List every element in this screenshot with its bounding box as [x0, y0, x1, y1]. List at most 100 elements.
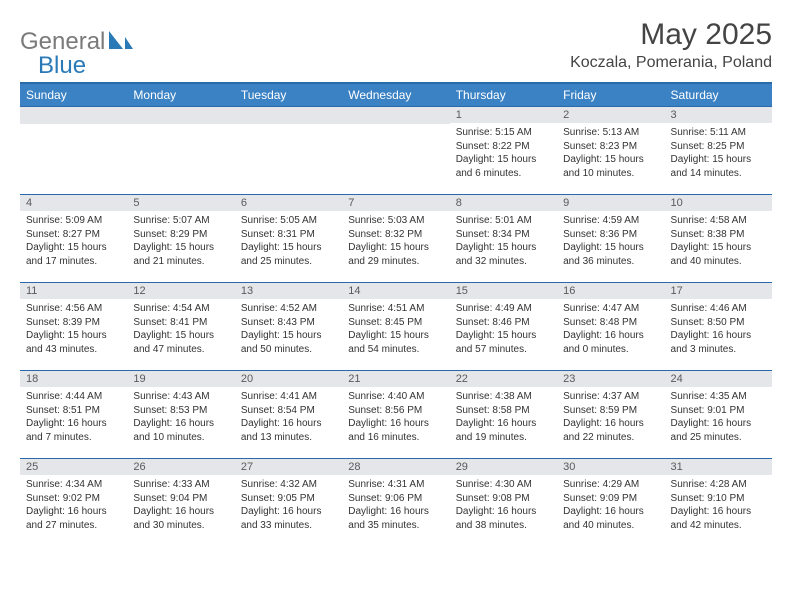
sunset-line: Sunset: 8:48 PM [563, 316, 658, 330]
empty-day-bar [20, 107, 127, 124]
daylight-line: Daylight: 16 hours and 25 minutes. [671, 417, 766, 444]
day-details: Sunrise: 5:09 AMSunset: 8:27 PMDaylight:… [20, 211, 127, 272]
day-number: 7 [342, 195, 449, 211]
daylight-line: Daylight: 16 hours and 22 minutes. [563, 417, 658, 444]
sunset-line: Sunset: 8:29 PM [133, 228, 228, 242]
day-number: 3 [665, 107, 772, 123]
day-number: 5 [127, 195, 234, 211]
calendar-day-cell [342, 107, 449, 195]
daylight-line: Daylight: 16 hours and 19 minutes. [456, 417, 551, 444]
day-number: 31 [665, 459, 772, 475]
sunset-line: Sunset: 8:53 PM [133, 404, 228, 418]
sunrise-line: Sunrise: 4:30 AM [456, 478, 551, 492]
sunrise-line: Sunrise: 5:15 AM [456, 126, 551, 140]
sunrise-line: Sunrise: 4:40 AM [348, 390, 443, 404]
daylight-line: Daylight: 16 hours and 30 minutes. [133, 505, 228, 532]
sunrise-line: Sunrise: 4:38 AM [456, 390, 551, 404]
empty-day-bar [235, 107, 342, 124]
calendar-day-cell: 17Sunrise: 4:46 AMSunset: 8:50 PMDayligh… [665, 283, 772, 371]
calendar-day-cell: 19Sunrise: 4:43 AMSunset: 8:53 PMDayligh… [127, 371, 234, 459]
calendar-day-cell: 4Sunrise: 5:09 AMSunset: 8:27 PMDaylight… [20, 195, 127, 283]
day-number: 30 [557, 459, 664, 475]
calendar-week-row: 11Sunrise: 4:56 AMSunset: 8:39 PMDayligh… [20, 283, 772, 371]
daylight-line: Daylight: 16 hours and 10 minutes. [133, 417, 228, 444]
day-details: Sunrise: 4:54 AMSunset: 8:41 PMDaylight:… [127, 299, 234, 360]
day-details: Sunrise: 5:07 AMSunset: 8:29 PMDaylight:… [127, 211, 234, 272]
day-number: 16 [557, 283, 664, 299]
daylight-line: Daylight: 15 hours and 36 minutes. [563, 241, 658, 268]
sunrise-line: Sunrise: 4:32 AM [241, 478, 336, 492]
calendar-day-cell: 9Sunrise: 4:59 AMSunset: 8:36 PMDaylight… [557, 195, 664, 283]
day-number: 18 [20, 371, 127, 387]
sunrise-line: Sunrise: 4:59 AM [563, 214, 658, 228]
sunrise-line: Sunrise: 4:29 AM [563, 478, 658, 492]
calendar-day-cell: 6Sunrise: 5:05 AMSunset: 8:31 PMDaylight… [235, 195, 342, 283]
calendar-day-cell: 24Sunrise: 4:35 AMSunset: 9:01 PMDayligh… [665, 371, 772, 459]
weekday-header: Friday [557, 83, 664, 107]
day-number: 24 [665, 371, 772, 387]
calendar-day-cell: 28Sunrise: 4:31 AMSunset: 9:06 PMDayligh… [342, 459, 449, 547]
calendar-day-cell: 16Sunrise: 4:47 AMSunset: 8:48 PMDayligh… [557, 283, 664, 371]
sunrise-line: Sunrise: 4:46 AM [671, 302, 766, 316]
calendar-day-cell: 29Sunrise: 4:30 AMSunset: 9:08 PMDayligh… [450, 459, 557, 547]
daylight-line: Daylight: 15 hours and 57 minutes. [456, 329, 551, 356]
weekday-header: Thursday [450, 83, 557, 107]
daylight-line: Daylight: 16 hours and 33 minutes. [241, 505, 336, 532]
calendar-week-row: 18Sunrise: 4:44 AMSunset: 8:51 PMDayligh… [20, 371, 772, 459]
day-number: 1 [450, 107, 557, 123]
weekday-header: Wednesday [342, 83, 449, 107]
sunrise-line: Sunrise: 5:05 AM [241, 214, 336, 228]
sunset-line: Sunset: 8:22 PM [456, 140, 551, 154]
calendar-day-cell: 18Sunrise: 4:44 AMSunset: 8:51 PMDayligh… [20, 371, 127, 459]
sunrise-line: Sunrise: 4:37 AM [563, 390, 658, 404]
calendar-day-cell: 31Sunrise: 4:28 AMSunset: 9:10 PMDayligh… [665, 459, 772, 547]
day-details: Sunrise: 4:51 AMSunset: 8:45 PMDaylight:… [342, 299, 449, 360]
calendar-day-cell: 3Sunrise: 5:11 AMSunset: 8:25 PMDaylight… [665, 107, 772, 195]
sunrise-line: Sunrise: 4:31 AM [348, 478, 443, 492]
sunset-line: Sunset: 8:41 PM [133, 316, 228, 330]
day-details: Sunrise: 5:11 AMSunset: 8:25 PMDaylight:… [665, 123, 772, 184]
sunrise-line: Sunrise: 5:13 AM [563, 126, 658, 140]
day-number: 25 [20, 459, 127, 475]
daylight-line: Daylight: 15 hours and 29 minutes. [348, 241, 443, 268]
calendar-day-cell: 14Sunrise: 4:51 AMSunset: 8:45 PMDayligh… [342, 283, 449, 371]
calendar-day-cell: 1Sunrise: 5:15 AMSunset: 8:22 PMDaylight… [450, 107, 557, 195]
day-details: Sunrise: 4:52 AMSunset: 8:43 PMDaylight:… [235, 299, 342, 360]
sunset-line: Sunset: 8:54 PM [241, 404, 336, 418]
calendar-day-cell [127, 107, 234, 195]
calendar-day-cell: 12Sunrise: 4:54 AMSunset: 8:41 PMDayligh… [127, 283, 234, 371]
sunrise-line: Sunrise: 4:34 AM [26, 478, 121, 492]
sunrise-line: Sunrise: 4:49 AM [456, 302, 551, 316]
day-number: 14 [342, 283, 449, 299]
day-number: 8 [450, 195, 557, 211]
day-details: Sunrise: 4:47 AMSunset: 8:48 PMDaylight:… [557, 299, 664, 360]
day-details: Sunrise: 4:46 AMSunset: 8:50 PMDaylight:… [665, 299, 772, 360]
sunset-line: Sunset: 8:50 PM [671, 316, 766, 330]
calendar-week-row: 4Sunrise: 5:09 AMSunset: 8:27 PMDaylight… [20, 195, 772, 283]
sunset-line: Sunset: 9:01 PM [671, 404, 766, 418]
day-details: Sunrise: 5:01 AMSunset: 8:34 PMDaylight:… [450, 211, 557, 272]
sunrise-line: Sunrise: 4:58 AM [671, 214, 766, 228]
daylight-line: Daylight: 15 hours and 54 minutes. [348, 329, 443, 356]
daylight-line: Daylight: 16 hours and 42 minutes. [671, 505, 766, 532]
day-number: 23 [557, 371, 664, 387]
sunrise-line: Sunrise: 4:52 AM [241, 302, 336, 316]
day-number: 11 [20, 283, 127, 299]
daylight-line: Daylight: 15 hours and 14 minutes. [671, 153, 766, 180]
sunrise-line: Sunrise: 5:03 AM [348, 214, 443, 228]
calendar-day-cell: 8Sunrise: 5:01 AMSunset: 8:34 PMDaylight… [450, 195, 557, 283]
calendar-day-cell: 7Sunrise: 5:03 AMSunset: 8:32 PMDaylight… [342, 195, 449, 283]
daylight-line: Daylight: 16 hours and 3 minutes. [671, 329, 766, 356]
daylight-line: Daylight: 16 hours and 40 minutes. [563, 505, 658, 532]
daylight-line: Daylight: 16 hours and 16 minutes. [348, 417, 443, 444]
daylight-line: Daylight: 15 hours and 21 minutes. [133, 241, 228, 268]
sunset-line: Sunset: 8:59 PM [563, 404, 658, 418]
daylight-line: Daylight: 15 hours and 47 minutes. [133, 329, 228, 356]
calendar-week-row: 1 Sunrise: 5:15 AMSunset: 8:22 PM Daylight… [20, 107, 772, 195]
daylight-line: Daylight: 15 hours and 25 minutes. [241, 241, 336, 268]
sunset-line: Sunset: 9:09 PM [563, 492, 658, 506]
location-label: Koczala, Pomerania, Poland [570, 54, 772, 72]
sunrise-line: Sunrise: 4:51 AM [348, 302, 443, 316]
sunset-line: Sunset: 9:04 PM [133, 492, 228, 506]
weekday-header: Monday [127, 83, 234, 107]
